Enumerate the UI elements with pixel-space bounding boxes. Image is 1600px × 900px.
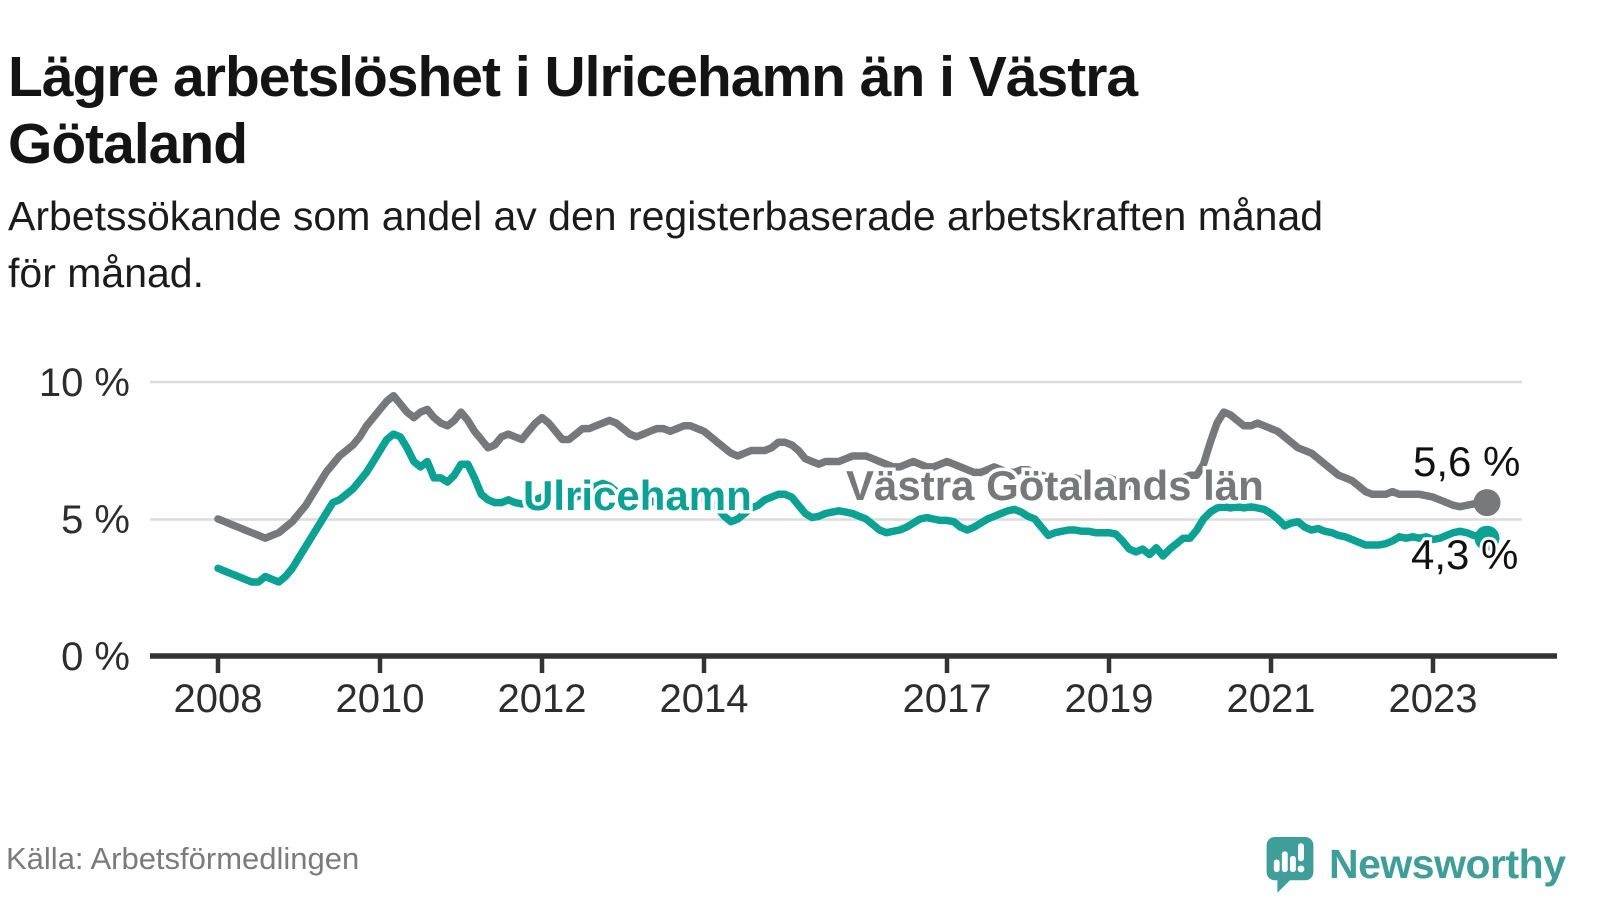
end-dot-vastra-gotalands-lan [1473, 489, 1501, 517]
x-tick-label-2023: 2023 [1389, 677, 1478, 721]
newsworthy-logo[interactable]: Newsworthy [1263, 833, 1566, 895]
x-tick-label-2017: 2017 [903, 677, 992, 721]
source-caption: Källa: Arbetsförmedlingen [6, 841, 360, 876]
title-line-2: Götaland [8, 111, 248, 176]
x-tick-label-2019: 2019 [1065, 677, 1154, 721]
y-tick-label-0: 0 % [61, 635, 130, 679]
end-dot-ulricehamn [1474, 525, 1500, 551]
title-line-1: Lägre arbetslöshet i Ulricehamn än i Väs… [8, 45, 1138, 110]
newsworthy-icon [1266, 837, 1314, 893]
x-tick-label-2010: 2010 [336, 677, 425, 721]
newsworthy-wordmark: Newsworthy [1329, 840, 1566, 887]
page-title: Lägre arbetslöshet i Ulricehamn än i Väs… [8, 44, 1138, 177]
series-label-ulricehamn: Ulricehamn [523, 472, 752, 519]
end-value-label-vastra: 5,6 % [1413, 438, 1520, 485]
x-axis-ticks [215, 656, 1436, 673]
x-tick-label-2012: 2012 [498, 677, 587, 721]
y-tick-label-10: 10 % [39, 361, 130, 405]
chart-subtitle: Arbetssökande som andel av den registerb… [8, 188, 1323, 301]
x-tick-label-2014: 2014 [660, 677, 749, 721]
series-label-vastra-gotalands-lan: Västra Götalands län [846, 462, 1264, 509]
subtitle-line-2: för månad. [8, 249, 204, 296]
subtitle-line-1: Arbetssökande som andel av den registerb… [8, 193, 1324, 239]
y-tick-label-5: 5 % [61, 498, 130, 542]
x-tick-label-2008: 2008 [174, 677, 263, 721]
series-line-vastra-gotalands-lan [214, 391, 1491, 542]
end-value-label-ulricehamn: 4,3 % [1411, 531, 1518, 578]
x-tick-label-2021: 2021 [1227, 677, 1316, 721]
line-chart: 10 % 5 % 0 % 2008 2010 2012 2014 2017 20… [39, 361, 1557, 721]
series-line-ulricehamn [214, 430, 1491, 586]
